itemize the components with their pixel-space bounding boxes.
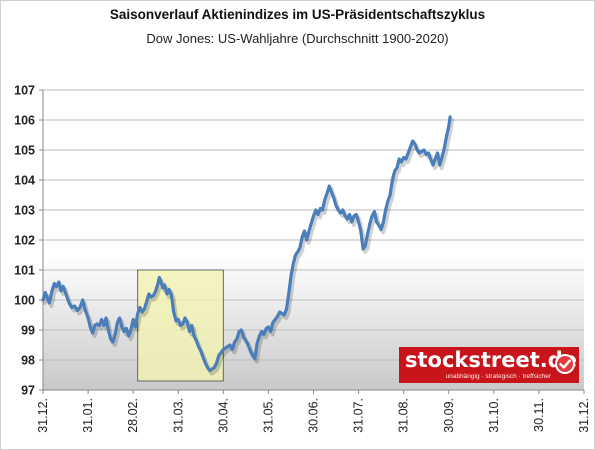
y-tick-label: 104 [14, 174, 35, 188]
checkmark-icon [555, 354, 575, 374]
chart-title: Saisonverlauf Aktienindizes im US-Präsid… [109, 7, 486, 22]
x-tick-label: 31.12. [36, 398, 50, 433]
stockstreet-logo: stockstreet.de unabhängig · strategisch … [399, 347, 579, 383]
y-tick-label: 105 [14, 144, 35, 158]
x-tick-label: 31.12. [577, 398, 591, 433]
logo-slogan: unabhängig · strategisch · treffsicher [445, 373, 551, 380]
logo-name: stockstreet.de [405, 348, 578, 372]
y-tick-label: 103 [14, 204, 35, 218]
x-tick-label: 31.05. [261, 398, 275, 433]
y-tick-label: 107 [14, 84, 35, 98]
x-tick-label: 31.08. [397, 398, 411, 433]
chart-subtitle: Dow Jones: US-Wahljahre (Durchschnitt 19… [146, 31, 449, 46]
gridlines [43, 89, 584, 391]
x-tick-label: 30.04. [216, 398, 230, 433]
x-tick-label: 28.02. [126, 398, 140, 433]
x-tick-label: 31.01. [81, 398, 95, 433]
axes [39, 89, 585, 394]
y-tick-label: 98 [21, 354, 35, 368]
y-tick-label: 106 [14, 114, 35, 128]
y-tick-label: 102 [14, 234, 35, 248]
x-tick-label: 30.09. [442, 398, 456, 433]
y-tick-label: 97 [21, 384, 35, 398]
x-tick-label: 30.06. [307, 398, 321, 433]
x-tick-label: 31.03. [171, 398, 185, 433]
y-tick-label: 100 [14, 294, 35, 308]
x-tick-label: 31.07. [352, 398, 366, 433]
y-tick-label: 101 [14, 264, 35, 278]
x-tick-label: 31.10. [487, 398, 501, 433]
x-tick-label: 30.11. [532, 398, 546, 432]
series-line [41, 115, 452, 373]
y-tick-label: 99 [21, 324, 35, 338]
